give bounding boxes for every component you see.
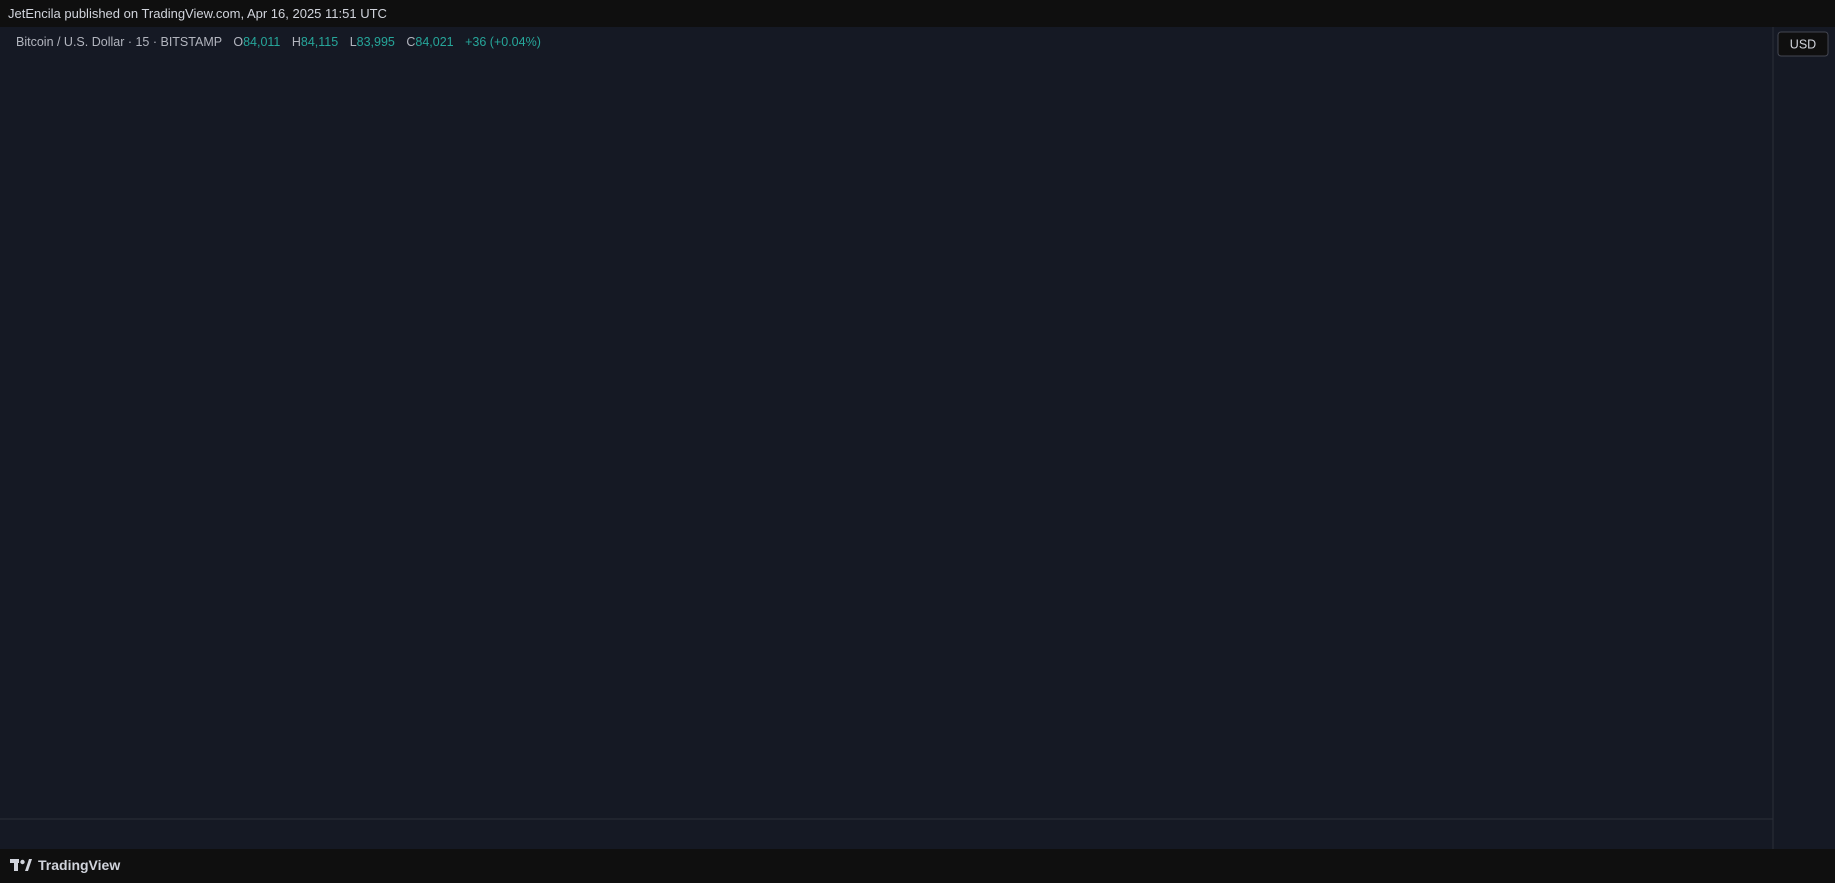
- published-note: JetEncila published on TradingView.com, …: [8, 6, 387, 21]
- logo: [10, 859, 32, 871]
- ohlc-key: C: [406, 35, 416, 49]
- change: +36 (+0.04%): [465, 35, 541, 49]
- symbol: Bitcoin / U.S. Dollar · 15 · BITSTAMP: [16, 35, 222, 49]
- ohlc-key: H: [291, 35, 301, 49]
- currency-box[interactable]: [1777, 31, 1829, 57]
- ohlc-key: L: [349, 35, 357, 49]
- currency[interactable]: USD: [1790, 37, 1816, 51]
- plot-area: [0, 27, 1773, 819]
- legend: Bitcoin / U.S. Dollar · 15 · BITSTAMP O8…: [16, 35, 541, 49]
- ohlc-value: 84,011: [243, 35, 281, 49]
- ohlc-key: O: [233, 35, 244, 49]
- ohlc-value: 83,995: [356, 35, 395, 49]
- footer: TradingView: [10, 857, 120, 873]
- price-axis: [1773, 27, 1835, 849]
- ohlc-value: 84,115: [300, 35, 339, 49]
- time-axis: [0, 819, 1773, 849]
- brand: TradingView: [38, 857, 121, 873]
- ohlc-value: 84,021: [415, 35, 454, 49]
